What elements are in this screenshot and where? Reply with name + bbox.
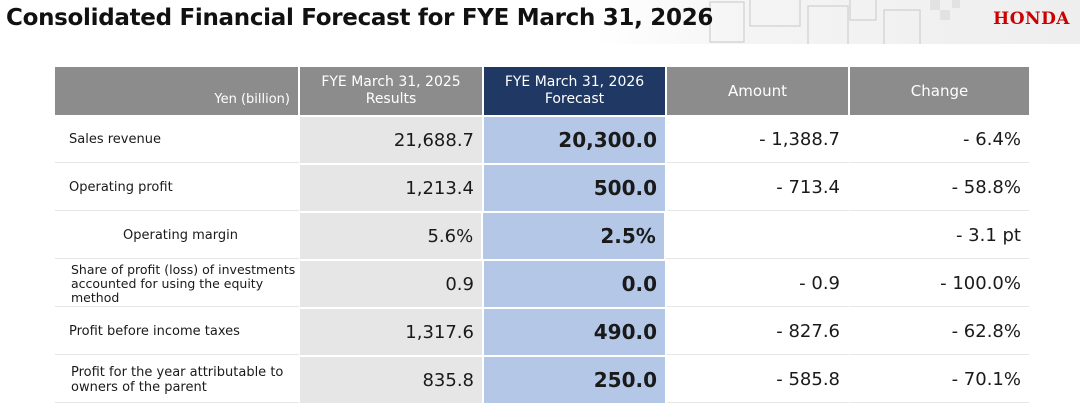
- amount-value: - 1,388.7: [667, 117, 850, 163]
- page-title: Consolidated Financial Forecast for FYE …: [6, 5, 714, 31]
- amount-value: - 827.6: [667, 309, 850, 355]
- header-bar: Consolidated Financial Forecast for FYE …: [0, 0, 1080, 44]
- column-header-amount: Amount: [667, 67, 850, 115]
- table-row-profit-before-taxes: Profit before income taxes 1,317.6 490.0…: [55, 309, 1029, 357]
- results-value: 0.9: [300, 261, 484, 307]
- amount-value: - 585.8: [667, 357, 850, 403]
- column-header-forecast: FYE March 31, 2026 Forecast: [484, 67, 667, 115]
- change-value: - 58.8%: [850, 165, 1029, 211]
- column-header-results: FYE March 31, 2025 Results: [300, 67, 484, 115]
- table-header-row: Yen (billion) FYE March 31, 2025 Results…: [55, 67, 1029, 117]
- change-value: - 3.1 pt: [665, 213, 1029, 259]
- column-header-results-line1: FYE March 31, 2025: [321, 74, 461, 90]
- change-value: - 62.8%: [850, 309, 1029, 355]
- unit-label: Yen (billion): [55, 67, 300, 115]
- table-row-operating-profit: Operating profit 1,213.4 500.0 - 713.4 -…: [55, 165, 1029, 213]
- header-band: [0, 0, 1080, 44]
- column-header-forecast-line1: FYE March 31, 2026: [504, 74, 645, 90]
- forecast-value: 2.5%: [483, 213, 666, 259]
- results-value: 21,688.7: [300, 117, 484, 163]
- table-row-sales-revenue: Sales revenue 21,688.7 20,300.0 - 1,388.…: [55, 117, 1029, 165]
- table-row-operating-margin: Operating margin 5.6% 2.5% - 3.1 pt: [55, 213, 1029, 261]
- results-value: 5.6%: [299, 213, 484, 259]
- change-value: - 70.1%: [850, 357, 1029, 403]
- results-value: 1,213.4: [300, 165, 484, 211]
- forecast-value: 0.0: [484, 261, 667, 307]
- change-value: - 100.0%: [850, 261, 1029, 307]
- column-header-change: Change: [850, 67, 1029, 115]
- column-header-results-line2: Results: [365, 91, 417, 107]
- forecast-value: 250.0: [484, 357, 667, 403]
- results-value: 1,317.6: [300, 309, 484, 355]
- honda-logo: HONDA: [993, 9, 1070, 29]
- row-label: Profit before income taxes: [55, 309, 300, 355]
- forecast-value: 20,300.0: [484, 117, 667, 163]
- results-value: 835.8: [300, 357, 484, 403]
- forecast-table: Yen (billion) FYE March 31, 2025 Results…: [55, 67, 1029, 405]
- row-label: Profit for the year attributable to owne…: [55, 357, 300, 403]
- column-header-forecast-line2: Forecast: [544, 91, 605, 107]
- row-label: Share of profit (loss) of investments ac…: [55, 261, 300, 307]
- amount-value: - 713.4: [667, 165, 850, 211]
- forecast-value: 500.0: [484, 165, 667, 211]
- table-row-equity-method-profit: Share of profit (loss) of investments ac…: [55, 261, 1029, 309]
- row-label: Operating margin: [55, 213, 300, 259]
- change-value: - 6.4%: [850, 117, 1029, 163]
- amount-value: - 0.9: [667, 261, 850, 307]
- row-label: Operating profit: [55, 165, 300, 211]
- row-label: Sales revenue: [55, 117, 300, 163]
- decorative-grid-pattern: [709, 0, 960, 44]
- forecast-value: 490.0: [484, 309, 667, 355]
- table-row-profit-attributable: Profit for the year attributable to owne…: [55, 357, 1029, 405]
